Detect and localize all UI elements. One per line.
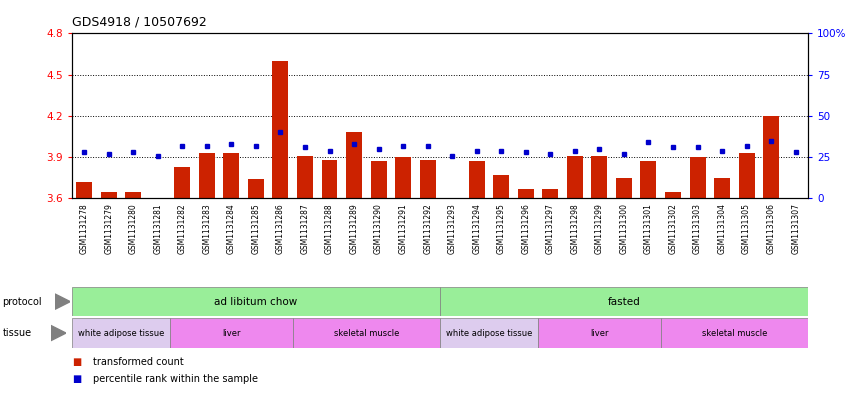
- Text: liver: liver: [591, 329, 608, 338]
- Bar: [101, 191, 117, 198]
- Text: tissue: tissue: [3, 328, 31, 338]
- Bar: [665, 191, 681, 198]
- Bar: [469, 161, 485, 198]
- Text: GSM1131281: GSM1131281: [153, 203, 162, 253]
- Bar: [170, 318, 293, 348]
- Text: GSM1131288: GSM1131288: [325, 203, 334, 253]
- Text: GSM1131285: GSM1131285: [251, 203, 261, 254]
- Text: GSM1131284: GSM1131284: [227, 203, 236, 254]
- Text: GSM1131298: GSM1131298: [570, 203, 580, 254]
- Text: liver: liver: [222, 329, 240, 338]
- Text: protocol: protocol: [3, 297, 42, 307]
- Text: GSM1131291: GSM1131291: [398, 203, 408, 254]
- Text: transformed count: transformed count: [93, 357, 184, 367]
- Bar: [223, 153, 239, 198]
- Text: GSM1131294: GSM1131294: [472, 203, 481, 254]
- Bar: [739, 153, 755, 198]
- Bar: [72, 287, 440, 316]
- Text: GSM1131296: GSM1131296: [521, 203, 530, 254]
- Bar: [420, 160, 436, 198]
- Bar: [518, 189, 534, 198]
- Text: GSM1131286: GSM1131286: [276, 203, 285, 254]
- Bar: [272, 61, 288, 198]
- Text: GSM1131280: GSM1131280: [129, 203, 138, 254]
- Text: GSM1131292: GSM1131292: [423, 203, 432, 254]
- Text: GSM1131295: GSM1131295: [497, 203, 506, 254]
- Bar: [493, 175, 509, 198]
- Text: GSM1131304: GSM1131304: [717, 203, 727, 254]
- Bar: [371, 161, 387, 198]
- Bar: [567, 156, 583, 198]
- Text: GSM1131289: GSM1131289: [349, 203, 359, 254]
- Bar: [538, 318, 661, 348]
- Bar: [125, 191, 141, 198]
- Bar: [395, 157, 411, 198]
- Bar: [714, 178, 730, 198]
- Bar: [199, 153, 215, 198]
- Text: GSM1131305: GSM1131305: [742, 203, 751, 254]
- Text: fasted: fasted: [607, 297, 640, 307]
- Text: GSM1131299: GSM1131299: [595, 203, 604, 254]
- Text: GSM1131297: GSM1131297: [546, 203, 555, 254]
- Text: percentile rank within the sample: percentile rank within the sample: [93, 375, 258, 384]
- Text: GSM1131278: GSM1131278: [80, 203, 89, 254]
- Text: ■: ■: [72, 375, 81, 384]
- Text: GSM1131303: GSM1131303: [693, 203, 702, 254]
- Bar: [174, 167, 190, 198]
- Bar: [72, 318, 170, 348]
- Text: GSM1131283: GSM1131283: [202, 203, 212, 254]
- Bar: [248, 179, 264, 198]
- Bar: [689, 157, 706, 198]
- Bar: [591, 156, 607, 198]
- Bar: [440, 318, 538, 348]
- Text: white adipose tissue: white adipose tissue: [446, 329, 532, 338]
- Bar: [346, 132, 362, 198]
- Text: skeletal muscle: skeletal muscle: [701, 329, 767, 338]
- Text: ad libitum chow: ad libitum chow: [214, 297, 298, 307]
- Text: GSM1131302: GSM1131302: [668, 203, 678, 254]
- Bar: [76, 182, 92, 198]
- Text: GSM1131290: GSM1131290: [374, 203, 383, 254]
- Text: white adipose tissue: white adipose tissue: [78, 329, 164, 338]
- Text: GSM1131279: GSM1131279: [104, 203, 113, 254]
- Bar: [661, 318, 808, 348]
- Bar: [293, 318, 440, 348]
- Text: GDS4918 / 10507692: GDS4918 / 10507692: [72, 16, 206, 29]
- Text: GSM1131306: GSM1131306: [766, 203, 776, 254]
- Bar: [763, 116, 779, 198]
- Bar: [297, 156, 313, 198]
- Text: GSM1131282: GSM1131282: [178, 203, 187, 253]
- Text: GSM1131307: GSM1131307: [791, 203, 800, 254]
- Bar: [640, 161, 656, 198]
- Bar: [542, 189, 558, 198]
- Text: GSM1131300: GSM1131300: [619, 203, 629, 254]
- Text: ■: ■: [72, 357, 81, 367]
- Text: skeletal muscle: skeletal muscle: [333, 329, 399, 338]
- Text: GSM1131287: GSM1131287: [300, 203, 310, 254]
- Bar: [440, 287, 808, 316]
- Bar: [321, 160, 338, 198]
- Text: GSM1131293: GSM1131293: [448, 203, 457, 254]
- Polygon shape: [51, 325, 66, 341]
- Polygon shape: [55, 294, 70, 309]
- Bar: [616, 178, 632, 198]
- Text: GSM1131301: GSM1131301: [644, 203, 653, 254]
